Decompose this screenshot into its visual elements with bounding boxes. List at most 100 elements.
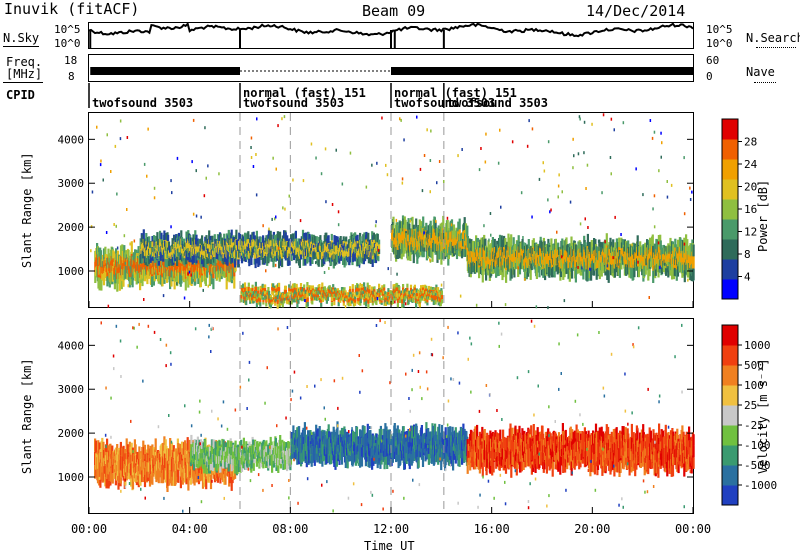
power-echo-4-76-2 — [288, 284, 291, 288]
power-speckle-45 — [277, 124, 279, 128]
power-echo-4-197-2 — [364, 286, 367, 291]
velocity-echo-0-110-0 — [163, 465, 166, 480]
power-speckle-96 — [191, 160, 193, 164]
power-speckle-21 — [341, 182, 344, 186]
power-speckle-107 — [90, 249, 92, 253]
power-echo-4-94-0 — [299, 297, 302, 301]
power-echo-4-27-2 — [257, 286, 260, 291]
power-echo-1-83-0 — [191, 255, 194, 265]
power-echo-4-47-0 — [269, 303, 272, 309]
power-echo-4-154-1 — [336, 290, 340, 294]
power-speckle-149 — [143, 298, 145, 301]
power-echo-2-75-0 — [438, 250, 441, 260]
power-echo-1-226-2 — [281, 235, 284, 242]
power-echo-3-315-0 — [665, 267, 668, 276]
power-echo-4-258-0 — [402, 303, 405, 308]
power-echo-1-144-0 — [230, 254, 233, 264]
power-speckle-104 — [376, 297, 379, 300]
power-echo-0-114-0 — [165, 276, 169, 283]
power-echo-0-21-2 — [107, 248, 110, 257]
power-colorbar-seg-4 — [722, 199, 738, 220]
power-echo-2-76-0 — [438, 243, 441, 251]
power-echo-1-136-0 — [225, 257, 228, 265]
power-echo-1-9-2 — [145, 233, 148, 242]
power-echo-2-41-1 — [416, 241, 420, 250]
power-echo-3-114-0 — [538, 266, 541, 278]
power-speckle-247 — [374, 224, 377, 228]
power-speckle-203 — [153, 196, 156, 200]
power-echo-0-4-2 — [96, 246, 99, 258]
power-echo-4-99-0 — [302, 296, 305, 300]
power-echo-0-43-2 — [121, 244, 124, 257]
power-echo-0-48-0 — [124, 270, 127, 279]
power-echo-4-188-1 — [358, 288, 361, 292]
x-axis-label: Time UT — [364, 539, 415, 553]
power-echo-1-148-2 — [232, 237, 235, 243]
power-echo-4-221-0 — [379, 301, 382, 304]
power-echo-3-184-0 — [582, 267, 585, 280]
power-echo-4-256-1 — [401, 299, 404, 304]
power-echo-3-165-2 — [570, 236, 573, 249]
power-echo-1-169-0 — [245, 251, 248, 260]
power-echo-2-115-2 — [463, 217, 466, 230]
power-echo-1-307-0 — [332, 259, 335, 269]
power-echo-3-322-2 — [669, 237, 672, 251]
power-speckle-93 — [524, 242, 527, 246]
power-echo-2-21-2 — [404, 219, 407, 230]
power-echo-1-263-0 — [304, 248, 307, 257]
power-echo-3-270-2 — [636, 235, 639, 247]
power-echo-4-17-1 — [251, 297, 254, 301]
power-echo-1-231-0 — [284, 251, 287, 261]
power-speckle-92 — [658, 169, 660, 173]
power-echo-3-201-2 — [593, 238, 596, 251]
power-echo-0-20-0 — [106, 276, 109, 284]
power-speckle-11 — [666, 180, 668, 183]
power-echo-2-25-0 — [406, 247, 409, 261]
power-echo-4-257-1 — [402, 287, 405, 291]
power-echo-4-87-0 — [294, 297, 298, 302]
power-echo-1-346-0 — [357, 258, 360, 267]
power-echo-4-135-2 — [325, 290, 328, 294]
power-echo-1-98-2 — [201, 235, 204, 245]
power-speckle-141 — [631, 243, 633, 247]
power-speckle-97 — [573, 154, 575, 158]
power-echo-4-80-0 — [290, 300, 293, 305]
power-echo-4-295-1 — [425, 294, 428, 298]
power-echo-3-52-0 — [499, 266, 502, 275]
power-speckle-232 — [381, 116, 383, 120]
power-speckle-66 — [204, 126, 206, 130]
power-echo-4-279-2 — [415, 288, 418, 293]
power-cbtick-label-1: 24 — [744, 158, 758, 171]
power-echo-3-332-0 — [675, 269, 678, 281]
power-echo-4-85-2 — [293, 283, 296, 288]
power-speckle-123 — [459, 294, 462, 298]
power-echo-4-226-0 — [382, 295, 385, 301]
power-echo-1-141-2 — [228, 237, 231, 245]
power-echo-4-23-1 — [254, 286, 257, 292]
power-echo-3-157-0 — [565, 261, 568, 274]
power-echo-4-57-0 — [276, 292, 279, 296]
power-speckle-146 — [426, 128, 428, 132]
power-echo-1-215-1 — [274, 249, 277, 256]
power-speckle-79 — [105, 231, 108, 234]
power-speckle-246 — [683, 253, 685, 257]
power-echo-4-17-0 — [251, 300, 254, 304]
power-echo-4-284-0 — [418, 303, 421, 308]
power-echo-0-191-0 — [214, 263, 217, 270]
power-echo-4-154-2 — [336, 288, 340, 291]
velocity-echo-0-72-0 — [139, 474, 142, 486]
power-echo-4-74-0 — [286, 300, 289, 305]
power-speckle-29 — [563, 299, 566, 303]
velocity-echo-0-25-0 — [110, 474, 113, 482]
power-echo-4-194-1 — [362, 294, 365, 297]
power-echo-3-33-2 — [487, 240, 490, 252]
power-speckle-144 — [517, 266, 519, 270]
power-echo-4-187-0 — [357, 301, 360, 305]
power-echo-2-13-0 — [399, 243, 402, 255]
power-speckle-114 — [511, 140, 514, 144]
power-echo-0-137-0 — [180, 273, 183, 284]
power-echo-4-6-2 — [243, 282, 247, 288]
power-speckle-46 — [490, 233, 492, 237]
power-echo-4-9-2 — [245, 286, 249, 292]
power-echo-1-278-2 — [314, 236, 317, 244]
